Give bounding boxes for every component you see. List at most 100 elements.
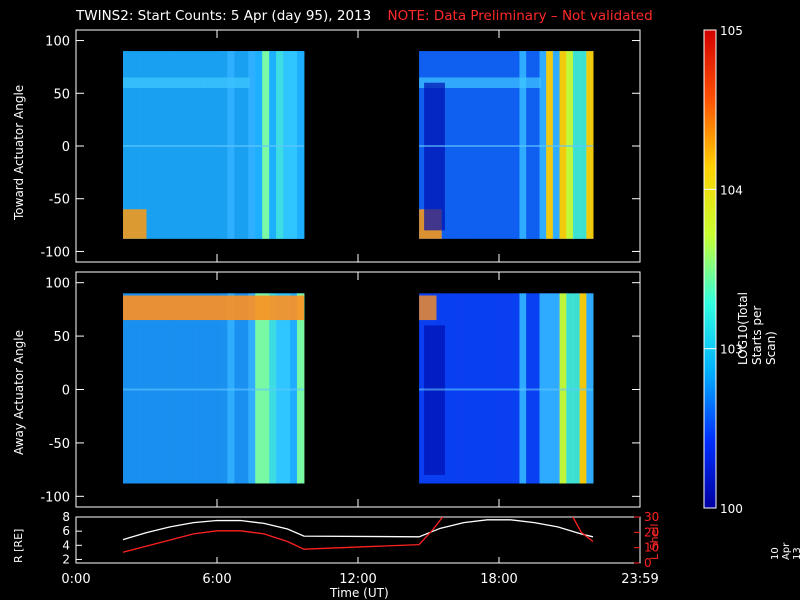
heatmap-column [499,51,507,239]
orbit-ytick-label-right: 10 [644,541,659,555]
heatmap-column [485,293,494,484]
heatmap-column [241,293,249,484]
heatmap-column [241,51,249,239]
heatmap-column [552,51,561,239]
heatmap-column [465,293,474,484]
heatmap-column [234,51,242,239]
heatmap-column [255,293,263,484]
y-tick-label: -100 [40,490,70,505]
title-note: NOTE: Data Preliminary – Not validated [387,8,653,24]
orbit-lshell-label: L Shell [648,523,661,560]
y-tick-label: 0 [62,384,70,399]
heatmap-column [262,51,270,239]
x-tick-label: 12:00 [339,572,376,587]
orbit-panel-frame [75,516,641,564]
heatmap-column [526,293,534,484]
heatmap-column [296,51,305,239]
heatmap-column [579,51,587,239]
heatmap-column [465,51,474,239]
heatmap-column [492,51,500,239]
heatmap-column [248,293,256,484]
heatmap-column [419,51,427,239]
heatmap-column [546,51,554,239]
heatmap-column [512,293,520,484]
colorbar-tick-label: 105 [720,24,743,38]
heatmap-column [206,293,214,484]
heatmap-column [572,293,581,484]
heatmap-column [157,51,166,239]
orbit-ytick-label-left: 8 [62,510,70,524]
heatmap-column [234,293,242,484]
colorbar-tick-label: 104 [720,183,743,197]
heatmap-column [566,293,574,484]
heatmap-column [586,51,594,239]
heatmap-column [283,293,291,484]
heatmap-column [459,293,467,484]
y-tick-label: 50 [53,330,70,345]
orbit-ytick-label-left: 6 [62,524,70,538]
y-tick-label: -100 [40,245,70,260]
heatmap-column [519,293,527,484]
x-axis-label: Time (UT) [330,586,389,600]
y-tick-label: 100 [45,35,70,50]
low-count-lobe [424,325,445,475]
heatmap-column [290,293,298,484]
stripe-band [123,77,250,88]
x-tick-label: 23:59 [621,572,658,587]
heatmap-column [532,51,540,239]
heatmap-column [143,51,152,239]
heatmap-column [171,293,180,484]
bottom-panel-ylabel: Away Actuator Angle [12,329,26,455]
heatmap-column [143,293,152,484]
heatmap-column [206,51,214,239]
heatmap-column [269,293,277,484]
colorbar [703,29,717,509]
heatmap-column [164,51,173,239]
y-tick-label: -50 [49,437,70,452]
heatmap-column [579,293,587,484]
orbit-ytick-label-right: 20 [644,525,659,539]
low-count-lobe [424,82,445,231]
y-tick-label: 0 [62,140,70,155]
orbit-ytick-label-left: 2 [62,552,70,566]
title-main: TWINS2: Start Counts: 5 Apr (day 95), 20… [76,8,372,24]
heatmap-column [178,293,187,484]
heatmap-column [479,293,487,484]
spectrogram-panel-1: 100 50 0 -50 -100 [40,29,641,263]
heatmap-column [269,51,277,239]
heatmap-column [283,51,291,239]
top-panel-ylabel: Toward Actuator Angle [12,84,26,220]
heatmap-column [150,51,159,239]
heatmap-column [136,51,145,239]
heatmap-column [290,51,298,239]
y-tick-label: 50 [53,87,70,102]
heatmap-column [129,51,138,239]
heatmap-column [192,293,201,484]
heatmap-column [459,51,467,239]
y-tick-label: -50 [49,193,70,208]
heatmap-column [185,293,194,484]
lshell-series-line [122,517,594,553]
heatmap-column [276,293,284,484]
heatmap-column [262,293,270,484]
heatmap-column [213,293,221,484]
heatmap-column [519,51,527,239]
heatmap-column [227,293,235,484]
heatmap-column [178,51,187,239]
heatmap-column [296,293,305,484]
heatmap-column [445,51,454,239]
heatmap-column [123,293,131,484]
y-tick-label: 100 [45,277,70,292]
r-series-line [122,519,594,541]
heatmap-column [539,51,547,239]
heatmap-column [419,293,427,484]
heatmap-column [546,293,554,484]
orbit-r-label: R [RE] [12,528,25,563]
high-count-band [123,295,304,321]
date-stamp: 10 Apr 13 [770,542,800,560]
heatmap-column [255,51,263,239]
heatmap-column [136,293,145,484]
heatmap-column [248,51,256,239]
heatmap-column [506,293,514,484]
